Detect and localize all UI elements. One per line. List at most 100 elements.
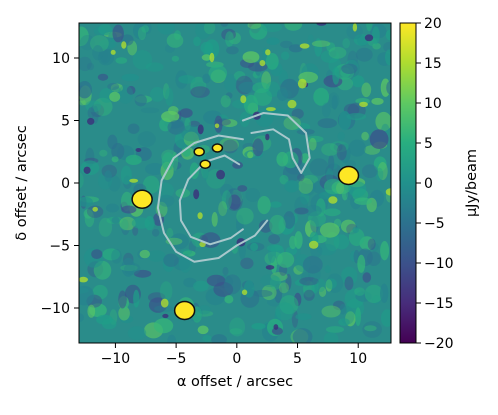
noise-blob	[121, 205, 137, 214]
ring-contour-inner	[178, 154, 244, 246]
noise-blob	[91, 249, 103, 259]
noise-speck	[259, 60, 266, 67]
noise-blob	[111, 248, 122, 264]
noise-blob	[195, 23, 211, 40]
x-tick-label: −5	[166, 351, 187, 367]
noise-blob	[86, 62, 95, 71]
noise-blob	[171, 55, 180, 62]
noise-blob	[370, 243, 379, 251]
noise-blob	[305, 205, 322, 217]
noise-blob	[299, 277, 319, 286]
noise-blob	[295, 313, 312, 321]
noise-blob	[297, 173, 305, 182]
noise-blob	[183, 277, 197, 288]
noise-blob	[133, 289, 140, 308]
noise-blob	[110, 83, 123, 93]
source-west	[131, 189, 153, 209]
noise-blob	[80, 160, 100, 176]
noise-blob	[351, 75, 365, 88]
noise-blob	[303, 289, 315, 301]
noise-blob	[169, 233, 189, 250]
noise-blob	[283, 211, 296, 229]
ring-contour-west	[156, 134, 269, 263]
noise-blob	[137, 131, 156, 148]
noise-blob	[188, 120, 200, 127]
noise-speck	[121, 41, 127, 49]
noise-blob	[180, 248, 192, 256]
noise-blob	[79, 196, 93, 207]
noise-blob	[258, 219, 273, 233]
noise-blob	[125, 154, 142, 165]
noise-blob	[87, 107, 95, 119]
noise-blob	[118, 306, 130, 321]
noise-blob	[288, 44, 303, 53]
noise-blob	[269, 201, 282, 208]
noise-blob	[291, 309, 299, 328]
colorbar-tick-label: 15	[424, 56, 442, 72]
noise-blob	[112, 24, 124, 43]
noise-blob	[252, 138, 264, 157]
noise-blob	[294, 196, 308, 215]
noise-blob	[124, 262, 141, 275]
noise-blob	[233, 71, 246, 81]
noise-blob	[145, 62, 164, 72]
noise-blob	[330, 50, 337, 58]
noise-blob	[354, 287, 365, 296]
noise-blob	[311, 277, 319, 294]
noise-blob	[257, 196, 271, 215]
noise-blob	[385, 29, 391, 41]
noise-blob	[197, 305, 211, 315]
y-tick-label: −5	[49, 239, 70, 255]
noise-blob	[120, 264, 138, 272]
noise-blob	[117, 85, 134, 104]
noise-blob	[211, 334, 227, 343]
noise-blob	[355, 47, 373, 62]
noise-blob	[218, 201, 228, 217]
x-tick-label: 10	[349, 351, 367, 367]
x-axis-label: α offset / arcsec	[177, 374, 293, 390]
noise-blob	[132, 50, 153, 70]
noise-blob	[361, 131, 369, 141]
noise-blob	[161, 152, 175, 171]
noise-blob	[232, 161, 244, 169]
noise-blob	[79, 56, 92, 72]
noise-speck	[79, 276, 88, 283]
noise-blob	[283, 116, 301, 131]
noise-blob	[255, 107, 274, 128]
noise-blob	[324, 265, 331, 274]
noise-blob	[126, 85, 136, 95]
noise-blob	[153, 318, 174, 334]
noise-blob	[364, 284, 384, 304]
source-east	[337, 165, 360, 186]
noise-blob	[284, 180, 300, 193]
noise-blob	[201, 54, 212, 61]
noise-blob	[206, 274, 226, 287]
noise-speck	[241, 289, 248, 296]
noise-blob	[202, 335, 213, 342]
noise-blob	[281, 51, 290, 60]
noise-blob	[190, 86, 210, 98]
noise-blob	[302, 174, 319, 185]
noise-speck	[83, 166, 91, 174]
noise-blob	[84, 210, 95, 228]
noise-blob	[247, 23, 262, 29]
noise-blob	[266, 244, 283, 252]
source-center-2	[199, 159, 212, 169]
noise-blob	[157, 23, 175, 35]
noise-blob	[79, 285, 95, 306]
noise-blob	[161, 110, 180, 123]
noise-blob	[294, 279, 307, 287]
noise-blob	[294, 207, 309, 215]
noise-blob	[99, 149, 108, 157]
noise-blob	[237, 185, 248, 192]
noise-blob	[107, 134, 118, 150]
x-tick-label: −10	[101, 351, 131, 367]
noise-blob	[338, 111, 351, 131]
noise-blob	[325, 279, 333, 292]
noise-blob	[275, 302, 295, 321]
noise-blob	[366, 23, 373, 32]
noise-blob	[302, 255, 323, 274]
noise-blob	[308, 137, 317, 151]
noise-blob	[152, 229, 160, 237]
noise-blob	[127, 123, 140, 134]
